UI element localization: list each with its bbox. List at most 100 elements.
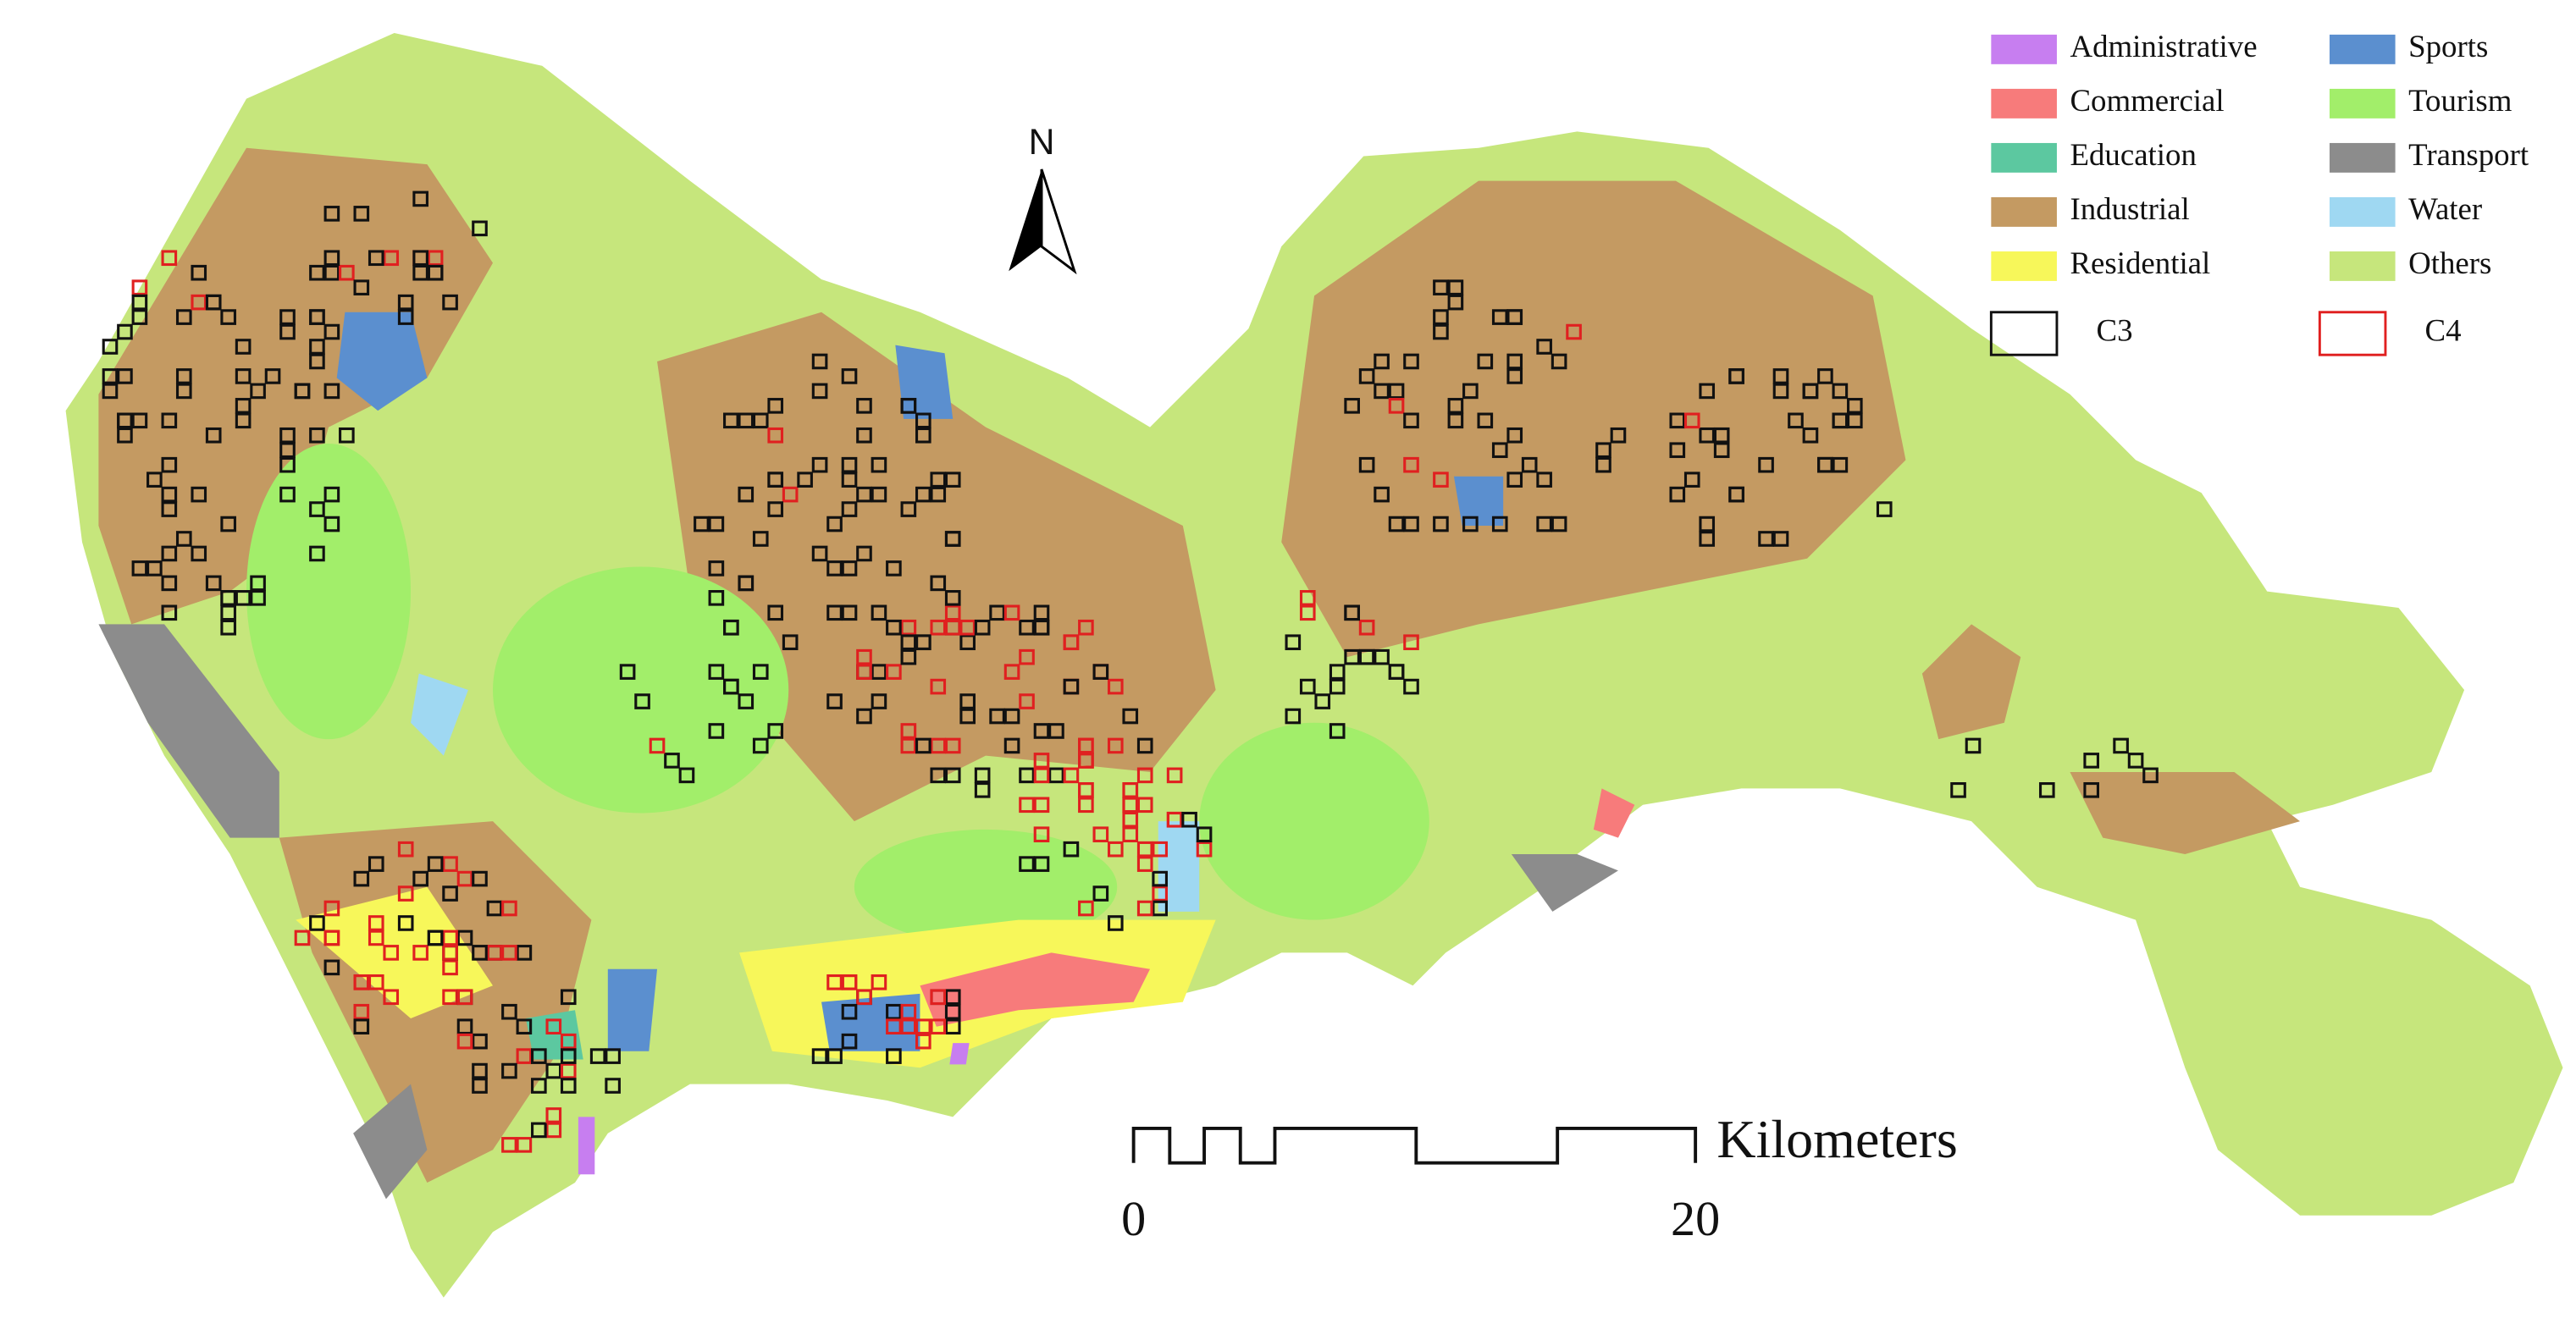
grid-cell: [1403, 412, 1419, 429]
grid-cell: [1019, 856, 1035, 872]
grid-cell: [944, 1003, 961, 1020]
grid-cell: [1447, 412, 1464, 429]
grid-cell: [1772, 383, 1789, 400]
grid-cell: [175, 383, 192, 400]
grid-cell: [1003, 708, 1020, 725]
grid-cell: [1019, 767, 1035, 784]
grid-cell: [767, 604, 784, 621]
grid-cell: [279, 309, 296, 325]
grid-cell: [531, 1078, 547, 1094]
sports-zone: [607, 968, 658, 1051]
grid-cell: [1033, 604, 1050, 621]
grid-cell: [1388, 516, 1405, 532]
north-arrow: N: [1009, 122, 1077, 275]
grid-cell: [1136, 737, 1153, 754]
grid-cell: [1491, 442, 1508, 459]
grid-cell: [826, 974, 843, 990]
grid-cell: [1166, 811, 1183, 828]
grid-cell: [1566, 323, 1582, 340]
grid-cell: [856, 648, 872, 665]
administrative-zone: [949, 1043, 970, 1065]
grid-cell: [250, 590, 266, 606]
grid-cell: [131, 279, 148, 295]
grid-cell: [323, 516, 340, 532]
grid-cell: [1462, 516, 1479, 532]
grid-cell: [694, 516, 710, 532]
sports-zone: [1453, 476, 1504, 526]
grid-cell: [427, 250, 444, 267]
industrial-zone: [1921, 624, 2021, 740]
grid-cell: [220, 590, 236, 606]
grid-cell: [205, 427, 222, 444]
legend-swatch: [1991, 34, 2057, 64]
grid-cell: [1447, 279, 1464, 295]
grid-cell: [1107, 915, 1124, 931]
grid-cell: [841, 604, 858, 621]
grid-cell: [886, 1018, 902, 1035]
grid-cell: [930, 472, 947, 488]
grid-cell: [856, 708, 872, 725]
grid-cell: [989, 604, 1005, 621]
grid-cell: [871, 664, 887, 680]
grid-cell: [117, 412, 133, 429]
grid-cell: [279, 427, 296, 444]
grid-cell: [1003, 604, 1020, 621]
grid-cell: [323, 486, 340, 503]
grid-cell: [1817, 456, 1833, 473]
grid-cell: [1403, 353, 1419, 370]
grid-cell: [841, 974, 858, 990]
grid-cell: [1388, 398, 1405, 414]
grid-cell: [501, 1137, 517, 1153]
grid-cell: [131, 560, 148, 576]
grid-cell: [412, 264, 428, 281]
grid-cell: [442, 959, 458, 976]
grid-cell: [1033, 797, 1050, 814]
grid-cell: [1595, 442, 1611, 459]
grid-cell: [900, 723, 917, 739]
grid-cell: [915, 427, 931, 444]
grid-cell: [1610, 427, 1627, 444]
grid-cell: [1403, 516, 1419, 532]
grid-cell: [1033, 619, 1050, 636]
grid-cell: [1033, 856, 1050, 872]
legend-label: Commercial: [2070, 83, 2224, 118]
grid-cell: [353, 870, 370, 887]
grid-cell: [1329, 678, 1346, 695]
grid-cell: [294, 383, 311, 400]
legend-label: Education: [2070, 137, 2196, 172]
grid-cell: [797, 472, 813, 488]
legend-label: Administrative: [2070, 29, 2257, 63]
grid-cell: [900, 634, 917, 651]
grid-cell: [397, 885, 414, 902]
grid-cell: [191, 294, 207, 311]
grid-cell: [1758, 456, 1774, 473]
grid-cell: [412, 870, 428, 887]
tourism-zone: [1199, 722, 1429, 920]
grid-cell: [1063, 767, 1080, 784]
grid-cell: [175, 309, 192, 325]
grid-cell: [161, 604, 178, 621]
grid-cell: [856, 427, 872, 444]
grid-cell: [900, 501, 917, 517]
grid-cell: [1699, 427, 1716, 444]
grid-cell: [1344, 398, 1360, 414]
grid-cell: [1758, 531, 1774, 547]
grid-cell: [826, 560, 843, 576]
grid-cell: [1092, 885, 1109, 902]
grid-cell: [944, 1018, 961, 1035]
grid-cell: [1847, 398, 1863, 414]
grid-cell: [309, 501, 325, 517]
grid-cell: [841, 1003, 858, 1020]
grid-cell: [1669, 412, 1686, 429]
grid-cell: [1196, 841, 1213, 858]
grid-cell: [1078, 797, 1094, 814]
grid-cell: [1181, 811, 1197, 828]
grid-cell: [412, 190, 428, 207]
grid-cell: [752, 412, 769, 429]
grid-cell: [856, 664, 872, 680]
grid-cell: [1078, 737, 1094, 754]
grid-cell: [1152, 841, 1168, 858]
grid-cell: [886, 1048, 902, 1064]
legend-cell-swatch: [1989, 311, 2059, 356]
grid-cell: [205, 294, 222, 311]
